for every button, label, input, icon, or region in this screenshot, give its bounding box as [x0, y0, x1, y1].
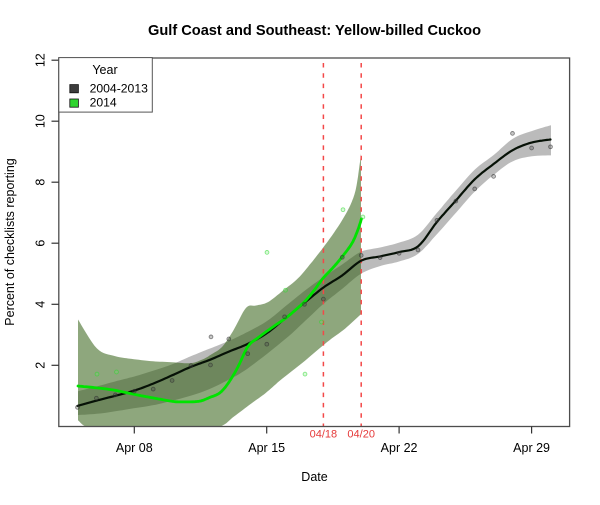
- svg-text:2014: 2014: [90, 96, 117, 110]
- svg-text:04/20: 04/20: [347, 429, 375, 441]
- svg-text:10: 10: [33, 114, 47, 128]
- svg-text:2004-2013: 2004-2013: [90, 82, 149, 96]
- svg-text:Percent of checklists reportin: Percent of checklists reporting: [3, 158, 17, 325]
- svg-text:12: 12: [33, 53, 47, 67]
- svg-text:2: 2: [33, 362, 47, 369]
- svg-text:Year: Year: [92, 63, 117, 77]
- svg-text:Apr 22: Apr 22: [381, 441, 418, 455]
- svg-text:6: 6: [33, 240, 47, 247]
- svg-text:Apr 29: Apr 29: [513, 441, 550, 455]
- svg-text:8: 8: [33, 179, 47, 186]
- svg-text:Gulf Coast and Southeast: Yell: Gulf Coast and Southeast: Yellow-billed …: [148, 23, 481, 39]
- svg-text:Date: Date: [301, 470, 327, 484]
- svg-text:Apr 15: Apr 15: [248, 441, 285, 455]
- svg-text:04/18: 04/18: [310, 429, 338, 441]
- svg-text:Apr 08: Apr 08: [116, 441, 153, 455]
- svg-text:4: 4: [33, 301, 47, 308]
